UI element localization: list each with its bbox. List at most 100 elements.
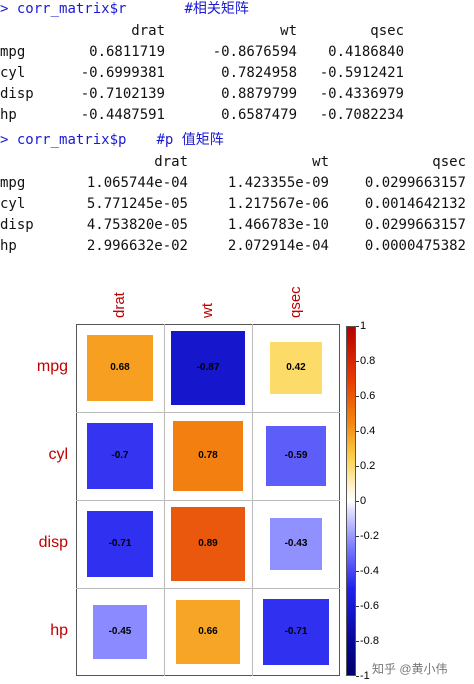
heatmap-cell: 0.89 <box>170 506 246 582</box>
table-cell: 0.6587479 <box>221 107 297 123</box>
heatmap-cell: -0.59 <box>265 425 327 487</box>
grid-line <box>76 500 340 501</box>
row-name: cyl <box>0 196 26 212</box>
table-cell: -0.5912421 <box>319 65 404 81</box>
column-header: qsec <box>432 154 466 170</box>
heatmap-cell-label: -0.43 <box>284 538 308 550</box>
table-cell: -0.4487591 <box>80 107 165 123</box>
heatmap-row-label: disp <box>38 534 68 551</box>
row-name: disp <box>0 86 34 102</box>
column-header: qsec <box>370 23 404 39</box>
colorbar-tick-label: -0.4 <box>360 565 379 577</box>
colorbar-tick-mark <box>356 606 359 607</box>
heatmap-row-label: cyl <box>48 446 68 463</box>
table-cell: 0.0014642132 <box>364 196 466 212</box>
heatmap-cell-label: -0.59 <box>284 450 308 462</box>
grid-line <box>76 412 340 413</box>
colorbar-tick-mark <box>356 536 359 537</box>
grid-line <box>76 588 340 589</box>
console-command-line: > corr_matrix$p #p 值矩阵 <box>0 131 224 149</box>
prompt-symbol: > <box>0 1 9 17</box>
heatmap-column-label: wt <box>199 303 216 318</box>
heatmap-cell-label: 0.42 <box>286 362 306 374</box>
colorbar-tick-mark <box>356 571 359 572</box>
table-cell: -0.7082234 <box>319 107 404 123</box>
colorbar-tick-label: 1 <box>360 320 367 332</box>
heatmap-cell-label: 0.78 <box>198 450 218 462</box>
table-cell: 1.466783e-10 <box>227 217 329 233</box>
heatmap-cell: -0.43 <box>270 518 322 570</box>
colorbar-tick-mark <box>356 396 359 397</box>
console-command-line: > corr_matrix$r #相关矩阵 <box>0 0 249 18</box>
heatmap-row-label: mpg <box>36 358 68 375</box>
colorbar-tick-mark <box>356 641 359 642</box>
table-cell: 0.4186840 <box>328 44 404 60</box>
colorbar-tick-mark <box>356 326 359 327</box>
heatmap-cell: -0.45 <box>93 605 147 659</box>
column-header: drat <box>154 154 188 170</box>
colorbar-tick-label: 0 <box>360 495 367 507</box>
heatmap-column-label: drat <box>111 292 128 318</box>
column-header: drat <box>131 23 165 39</box>
heatmap-cell-label: -0.71 <box>108 538 132 550</box>
table-cell: 1.217567e-06 <box>227 196 329 212</box>
table-cell: -0.4336979 <box>319 86 404 102</box>
heatmap-cell-label: -0.45 <box>108 626 132 638</box>
table-cell: 1.423355e-09 <box>227 175 329 191</box>
table-cell: 2.072914e-04 <box>227 238 329 254</box>
column-header: wt <box>280 23 297 39</box>
heatmap-cell-label: -0.7 <box>111 450 129 462</box>
table-cell: 0.6811719 <box>89 44 165 60</box>
table-cell: 2.996632e-02 <box>86 238 188 254</box>
colorbar-tick-mark <box>356 676 359 677</box>
colorbar-tick-label: -0.8 <box>360 635 379 647</box>
colorbar-tick-label: 0.8 <box>360 355 376 367</box>
table-cell: -0.6999381 <box>80 65 165 81</box>
colorbar <box>346 326 356 676</box>
table-cell: 0.8879799 <box>221 86 297 102</box>
heatmap-cell: -0.87 <box>171 331 245 405</box>
row-name: mpg <box>0 175 26 191</box>
heatmap-cell: 0.66 <box>175 599 241 665</box>
heatmap-cell-label: 0.89 <box>198 538 218 550</box>
colorbar-tick-label: -1 <box>360 670 370 682</box>
heatmap-cell-label: 0.68 <box>110 362 130 374</box>
row-name: hp <box>0 238 17 254</box>
colorbar-tick-label: 0.2 <box>360 460 376 472</box>
colorbar-tick-mark <box>356 431 359 432</box>
table-cell: 0.0000475382 <box>364 238 466 254</box>
heatmap-cell: -0.7 <box>86 422 154 490</box>
table-cell: 5.771245e-05 <box>86 196 188 212</box>
colorbar-tick-label: -0.2 <box>360 530 379 542</box>
table-cell: 4.753820e-05 <box>86 217 188 233</box>
table-cell: 0.7824958 <box>221 65 297 81</box>
table-cell: 1.065744e-04 <box>86 175 188 191</box>
colorbar-tick-mark <box>356 361 359 362</box>
heatmap-row-label: hp <box>50 622 68 639</box>
prompt-symbol: > <box>0 132 9 148</box>
colorbar-tick-mark <box>356 466 359 467</box>
column-header: wt <box>312 154 329 170</box>
command-comment: #相关矩阵 <box>184 1 249 17</box>
colorbar-tick-label: -0.6 <box>360 600 379 612</box>
colorbar-tick-label: 0.4 <box>360 425 376 437</box>
row-name: disp <box>0 217 34 233</box>
heatmap-cell-label: 0.66 <box>198 626 218 638</box>
colorbar-tick-mark <box>356 501 359 502</box>
command-comment: #p 值矩阵 <box>156 132 224 148</box>
heatmap-cell: 0.78 <box>173 421 243 491</box>
heatmap-cell-label: -0.87 <box>196 362 220 374</box>
colorbar-tick-label: 0.6 <box>360 390 376 402</box>
heatmap-cell: -0.71 <box>262 598 330 666</box>
heatmap-cell: -0.71 <box>86 510 154 578</box>
heatmap-cell: 0.68 <box>87 335 153 401</box>
command-text: corr_matrix$p <box>16 132 127 148</box>
watermark-text: 知乎 @黄小伟 <box>372 662 448 676</box>
table-cell: -0.7102139 <box>80 86 165 102</box>
table-cell: 0.0299663157 <box>364 217 466 233</box>
command-text: corr_matrix$r <box>16 1 127 17</box>
row-name: mpg <box>0 44 26 60</box>
table-cell: -0.8676594 <box>212 44 297 60</box>
row-name: cyl <box>0 65 26 81</box>
heatmap-column-label: qsec <box>287 286 304 318</box>
